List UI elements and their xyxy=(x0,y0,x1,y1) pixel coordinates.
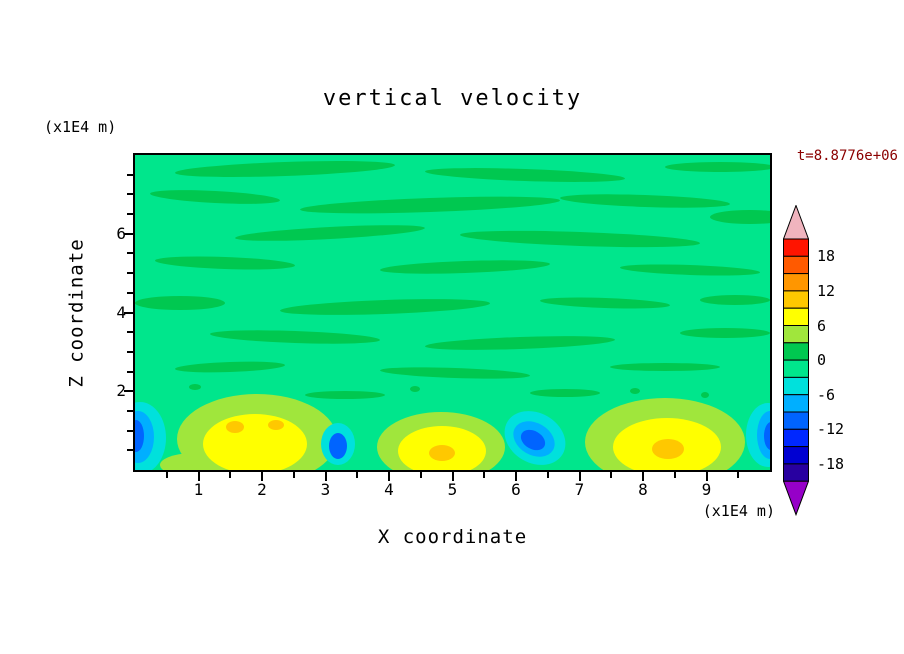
x-tick-mark xyxy=(419,472,422,478)
y-tick-label: 2 xyxy=(116,381,126,401)
y-tick-mark xyxy=(127,449,133,452)
y-tick-mark xyxy=(127,272,133,275)
y-tick-mark xyxy=(127,350,133,353)
x-axis-unit: (x1E4 m) xyxy=(702,502,775,520)
x-tick-mark xyxy=(610,472,613,478)
x-tick-mark xyxy=(324,472,327,481)
x-tick-mark xyxy=(165,472,168,478)
y-tick-mark xyxy=(127,370,133,373)
colorbar-tick-label: -12 xyxy=(817,420,845,439)
y-tick-mark xyxy=(127,213,133,216)
x-tick-label: 2 xyxy=(257,480,267,499)
x-tick-mark xyxy=(229,472,232,478)
x-tick-mark xyxy=(388,472,390,481)
colorbar-tick-label: 12 xyxy=(817,281,836,300)
x-tick-mark xyxy=(483,472,486,478)
x-tick-label: 1 xyxy=(193,480,204,499)
y-tick-label: 4 xyxy=(116,302,126,322)
x-tick-mark xyxy=(737,472,740,478)
colorbar-tick-label: -6 xyxy=(817,385,836,404)
x-tick-mark xyxy=(261,472,263,481)
x-tick-mark xyxy=(578,472,581,481)
y-tick-mark xyxy=(124,232,133,235)
y-tick-label: 6 xyxy=(116,223,126,243)
y-tick-mark xyxy=(127,331,133,334)
x-tick-mark xyxy=(642,472,644,481)
colorbar-tick-label: 18 xyxy=(817,247,836,266)
contour-field xyxy=(135,155,770,470)
contour-plot-frame xyxy=(133,153,772,472)
x-tick-label: 9 xyxy=(701,480,712,499)
x-tick-mark xyxy=(705,472,708,481)
x-tick-mark xyxy=(546,472,549,478)
colorbar xyxy=(783,205,809,516)
x-tick-label: 8 xyxy=(638,480,648,499)
x-tick-label: 4 xyxy=(384,480,394,499)
time-label: t=8.8776e+06 xyxy=(796,148,898,164)
y-tick-mark xyxy=(127,193,133,196)
y-axis-title-wrap: Z coordinate xyxy=(58,155,96,470)
y-tick-mark xyxy=(127,173,133,176)
x-tick-label: 5 xyxy=(447,480,458,499)
x-tick-mark xyxy=(197,472,200,481)
x-tick-mark xyxy=(292,472,295,478)
y-tick-mark xyxy=(127,252,133,255)
x-tick-label: 7 xyxy=(574,480,585,499)
y-tick-mark xyxy=(127,429,133,432)
y-tick-mark xyxy=(127,291,133,294)
y-tick-mark xyxy=(124,311,133,314)
colorbar-tick-label: 0 xyxy=(817,351,827,370)
y-axis-title: Z coordinate xyxy=(66,237,88,388)
plot-title: vertical velocity xyxy=(322,86,583,111)
y-axis-unit: (x1E4 m) xyxy=(44,118,117,136)
x-tick-mark xyxy=(515,472,517,481)
x-axis-title: X coordinate xyxy=(377,526,528,548)
colorbar-tick-label: -18 xyxy=(817,454,845,473)
x-tick-mark xyxy=(356,472,359,478)
x-tick-mark xyxy=(451,472,454,481)
x-tick-mark xyxy=(673,472,676,478)
y-tick-mark xyxy=(124,390,133,393)
y-tick-mark xyxy=(127,409,133,412)
colorbar-tick-label: 6 xyxy=(817,316,827,335)
x-tick-label: 3 xyxy=(320,480,331,499)
x-tick-label: 6 xyxy=(511,480,521,499)
